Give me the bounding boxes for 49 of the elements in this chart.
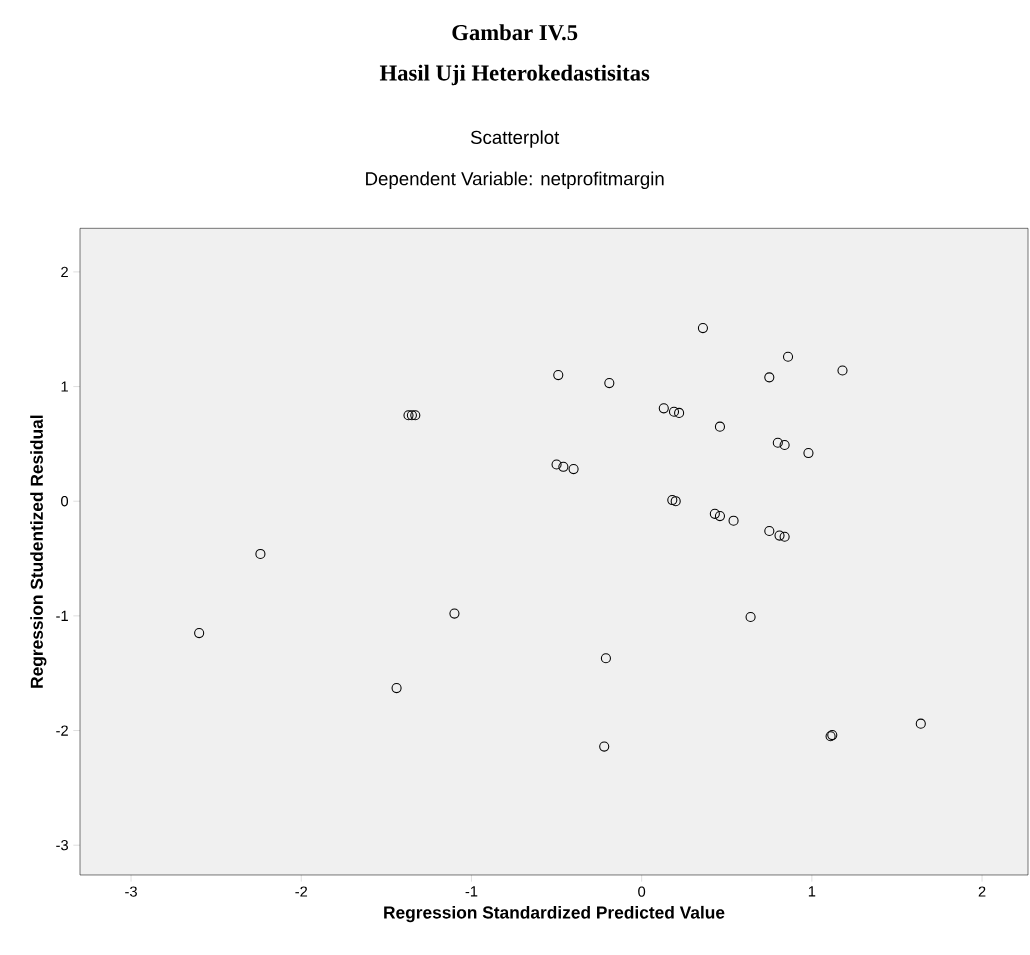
point (551, 459, 562, 470)
point (391, 683, 402, 694)
point (774, 530, 785, 541)
x-tick-label: -1 (465, 886, 478, 897)
point (668, 406, 680, 417)
chart-subtitle: Dependent Variable: netprofitmargin (366, 171, 664, 190)
text: Gambar IV.5 (452, 24, 578, 41)
x-tick-label: 1 (808, 886, 816, 897)
y-axis-title: Regression Studentized Residual (30, 415, 47, 688)
point (558, 461, 569, 472)
point (772, 437, 783, 448)
y-tick-label: -1 (56, 610, 68, 621)
point (745, 611, 756, 623)
point (837, 365, 848, 376)
y-tick-label: 2 (61, 266, 68, 278)
point (658, 403, 669, 414)
point (709, 508, 720, 519)
x-tick-label: 2 (978, 886, 986, 897)
point (674, 407, 685, 418)
x-axis-title: Regression Standardized Predicted Value (384, 905, 725, 923)
x-tick-label: 0 (638, 886, 646, 897)
y-tick-label: 0 (61, 496, 69, 507)
point (714, 421, 726, 432)
point (782, 351, 794, 362)
point (915, 718, 926, 729)
point (779, 439, 790, 451)
text: Hasil Uji Heterokedastisitas (379, 64, 650, 86)
y-tick-label: 1 (61, 381, 68, 392)
point (728, 515, 739, 526)
point (714, 511, 726, 522)
point (779, 531, 790, 542)
x-tick-label: -3 (125, 886, 137, 897)
point (449, 608, 460, 619)
point (697, 323, 708, 334)
point (194, 627, 205, 639)
point (600, 653, 611, 664)
point (410, 410, 421, 421)
point (604, 378, 615, 389)
point (553, 370, 564, 381)
point (568, 464, 579, 475)
x-tick-label: -2 (295, 886, 308, 897)
point (764, 525, 775, 537)
point (599, 741, 610, 752)
y-tick-label: -2 (56, 725, 68, 736)
point (255, 548, 266, 560)
chart-title: Scatterplot (470, 130, 560, 148)
point (803, 447, 814, 459)
y-tick-label: -3 (56, 840, 68, 851)
point (764, 372, 775, 383)
